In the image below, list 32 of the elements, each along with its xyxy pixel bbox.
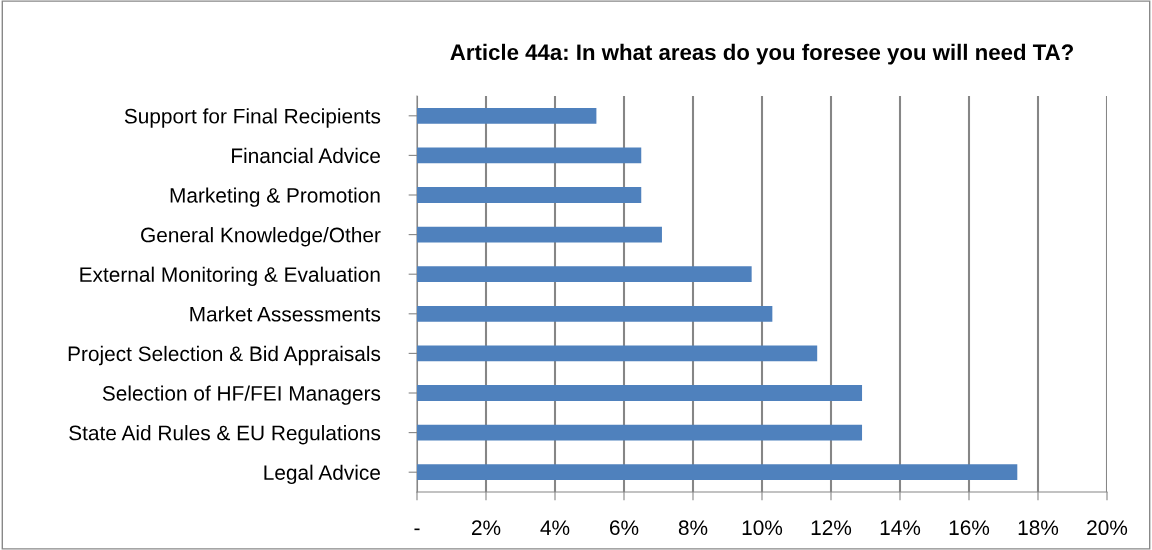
bar — [417, 345, 818, 362]
chart-title: Article 44a: In what areas do you foresee you will need TA? — [450, 43, 1073, 65]
y-tick-label: Market Assessments — [190, 306, 381, 322]
x-tick-label: - — [414, 528, 420, 531]
x-tick-label: 4% — [540, 520, 570, 535]
y-tick-label: Selection of HF/FEI Managers — [102, 385, 381, 405]
bar — [417, 464, 1018, 481]
x-tick-label: 6% — [610, 520, 639, 536]
y-tick-label: Support for Final Recipients — [124, 108, 381, 128]
y-tick-label: Project Selection & Bid Appraisals — [68, 345, 381, 366]
x-tick-label: 16% — [949, 520, 990, 536]
bar — [417, 424, 863, 441]
y-tick-label: General Knowledge/Other — [141, 227, 381, 247]
bar — [417, 187, 642, 203]
x-tick-label: 20% — [1087, 520, 1128, 536]
x-tick-label: 18% — [1018, 520, 1059, 536]
y-tick-label: Financial Advice — [232, 147, 380, 164]
bar — [417, 385, 863, 401]
y-tick-label: Marketing & Promotion — [170, 187, 380, 207]
x-tick-label: 10% — [742, 520, 783, 536]
x-tick-label: 14% — [880, 520, 921, 535]
bar — [417, 107, 597, 124]
x-tick-label: 12% — [811, 520, 852, 535]
y-tick-label: State Aid Rules & EU Regulations — [69, 425, 381, 445]
x-tick-label: 8% — [678, 520, 708, 536]
y-tick-label: External Monitoring & Evaluation — [80, 266, 380, 287]
y-tick-label: Legal Advice — [264, 464, 380, 485]
bar — [417, 305, 773, 322]
bar — [417, 147, 642, 164]
x-tick-label: 2% — [471, 520, 501, 535]
bar — [417, 266, 752, 283]
bar — [417, 226, 662, 243]
